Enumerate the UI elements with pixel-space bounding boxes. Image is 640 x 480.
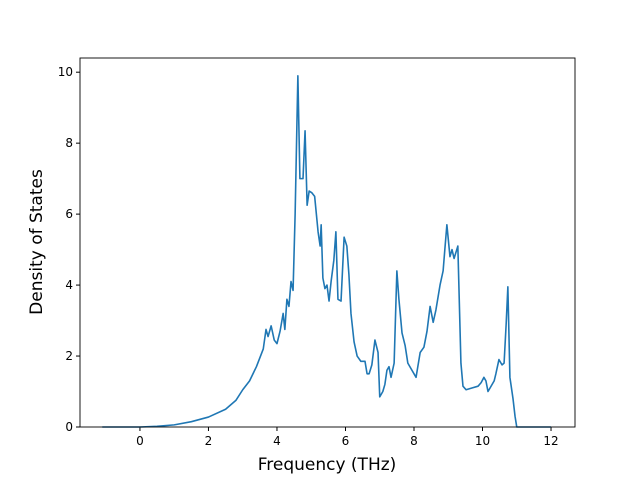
plot-frame [79, 57, 576, 428]
x-axis-label: Frequency (THz) [258, 455, 397, 475]
y-tick-label: 2 [65, 349, 73, 363]
x-tick-label: 10 [475, 434, 490, 448]
y-tick-label: 6 [65, 207, 73, 221]
y-tick-label: 4 [65, 278, 73, 292]
x-tick-label: 6 [342, 434, 350, 448]
y-axis-label: Density of States [27, 169, 47, 315]
x-tick-label: 2 [205, 434, 213, 448]
x-tick-label: 4 [273, 434, 281, 448]
y-tick-label: 8 [65, 136, 73, 150]
x-tick-label: 8 [410, 434, 418, 448]
line [102, 74, 552, 428]
y-tick-label: 10 [58, 65, 73, 79]
y-tick-label: 0 [65, 420, 73, 434]
x-tick-label: 12 [543, 434, 558, 448]
x-tick-label: 0 [136, 434, 144, 448]
